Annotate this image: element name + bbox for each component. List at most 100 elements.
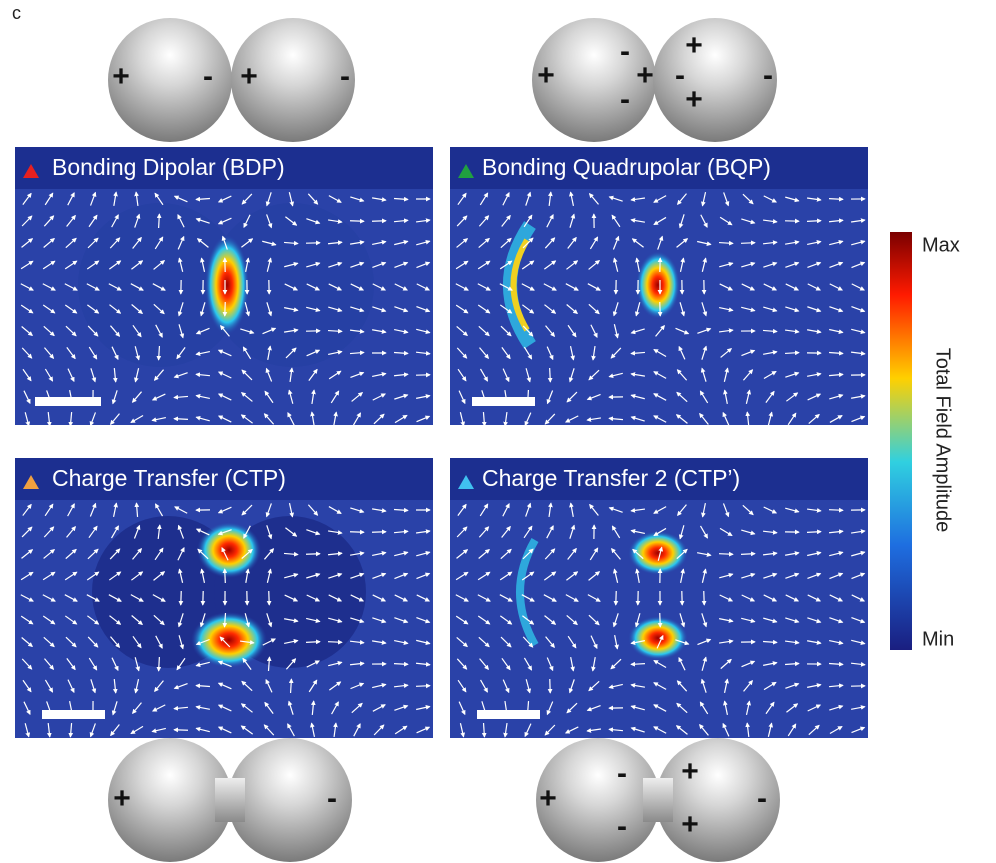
field-arrow: [43, 549, 56, 559]
field-arrow: [478, 237, 490, 248]
field-arrow: [46, 722, 52, 738]
field-arrow: [266, 525, 273, 540]
charge: +: [681, 808, 699, 841]
field-arrow: [653, 195, 667, 203]
field-arrow: [807, 617, 822, 624]
field-arrow: [785, 196, 800, 203]
field-arrow: [394, 239, 409, 246]
field-arrow: [614, 635, 619, 650]
field-arrow: [87, 304, 100, 314]
field-arrow: [177, 546, 185, 561]
field-arrow: [394, 550, 409, 557]
field-arrow: [589, 236, 599, 250]
field-arrow: [701, 613, 708, 628]
field-arrow: [477, 260, 491, 270]
field-arrow: [152, 283, 166, 291]
field-arrow: [544, 237, 556, 249]
field-arrow: [741, 660, 756, 668]
field-arrow: [786, 703, 799, 713]
field-arrow: [287, 389, 294, 404]
field-arrow: [634, 613, 641, 628]
field-arrow: [500, 325, 512, 337]
field-arrow: [217, 349, 232, 357]
field-arrow: [678, 214, 685, 229]
field-arrow: [630, 393, 645, 400]
field-arrow: [676, 548, 688, 560]
field-arrow: [676, 238, 689, 248]
field-arrow: [630, 508, 646, 513]
field-arrow: [20, 260, 34, 270]
field-arrow: [372, 306, 387, 313]
field-arrow: [697, 638, 712, 646]
field-arrow: [477, 283, 491, 291]
charge: +: [685, 83, 703, 116]
field-arrow: [608, 372, 623, 379]
field-arrow: [132, 548, 142, 560]
field-arrow: [807, 393, 822, 401]
field-arrow: [69, 701, 74, 716]
field-arrow: [306, 594, 321, 602]
field-arrow: [283, 551, 299, 557]
field-arrow: [42, 594, 56, 602]
field-arrow: [66, 347, 76, 360]
field-arrow: [173, 705, 189, 711]
field-arrow: [69, 390, 74, 405]
field-arrow: [718, 240, 734, 246]
field-arrow: [66, 525, 76, 538]
field-arrow: [720, 658, 732, 670]
field-arrow: [544, 724, 556, 736]
field-arrow: [394, 328, 409, 334]
field-arrow: [546, 390, 554, 405]
field-arrow: [635, 568, 640, 583]
field-arrow: [20, 571, 34, 581]
field-arrow: [416, 572, 431, 580]
field-arrow: [763, 594, 778, 602]
field-arrow: [349, 661, 365, 667]
field-arrow: [569, 502, 574, 517]
field-map: [15, 147, 433, 425]
field-arrow: [741, 594, 756, 602]
field-arrow: [653, 348, 667, 358]
field-arrow: [350, 572, 365, 579]
field-arrow: [108, 283, 122, 291]
field-arrow: [284, 639, 299, 645]
field-arrow: [241, 193, 253, 205]
field-arrow: [499, 615, 513, 625]
field-arrow: [723, 700, 729, 715]
field-arrow: [154, 192, 164, 206]
field-arrow: [20, 615, 34, 625]
field-arrow: [153, 303, 165, 315]
field-arrow: [479, 503, 489, 517]
field-arrow: [217, 195, 232, 203]
field-arrow: [478, 636, 490, 648]
field-arrow: [240, 703, 253, 713]
field-arrow: [393, 372, 409, 378]
field-arrow: [173, 372, 188, 379]
field-arrow: [88, 657, 98, 671]
field-arrow: [288, 678, 294, 694]
field-arrow: [289, 367, 294, 383]
field-arrow: [479, 658, 489, 671]
field-arrow: [350, 594, 365, 602]
charge: +: [112, 60, 130, 93]
field-arrow: [828, 196, 844, 202]
field-arrow: [130, 414, 144, 424]
field-arrow: [851, 705, 866, 710]
field-arrow: [630, 704, 645, 711]
field-arrow: [612, 568, 619, 583]
field-arrow: [763, 572, 778, 579]
field-arrow: [23, 390, 31, 405]
field-arrow: [499, 283, 513, 291]
field-arrow: [88, 214, 98, 228]
field-arrow: [700, 678, 707, 693]
field-arrow: [588, 614, 600, 626]
field-arrow: [416, 705, 431, 711]
field-arrow: [65, 325, 77, 337]
field-arrow: [311, 389, 316, 405]
field-arrow: [393, 507, 409, 513]
title-bar: [15, 147, 868, 500]
field-arrow: [784, 329, 800, 334]
field-arrow: [263, 548, 275, 560]
field-arrow: [327, 240, 343, 246]
field-arrow: [217, 529, 232, 536]
